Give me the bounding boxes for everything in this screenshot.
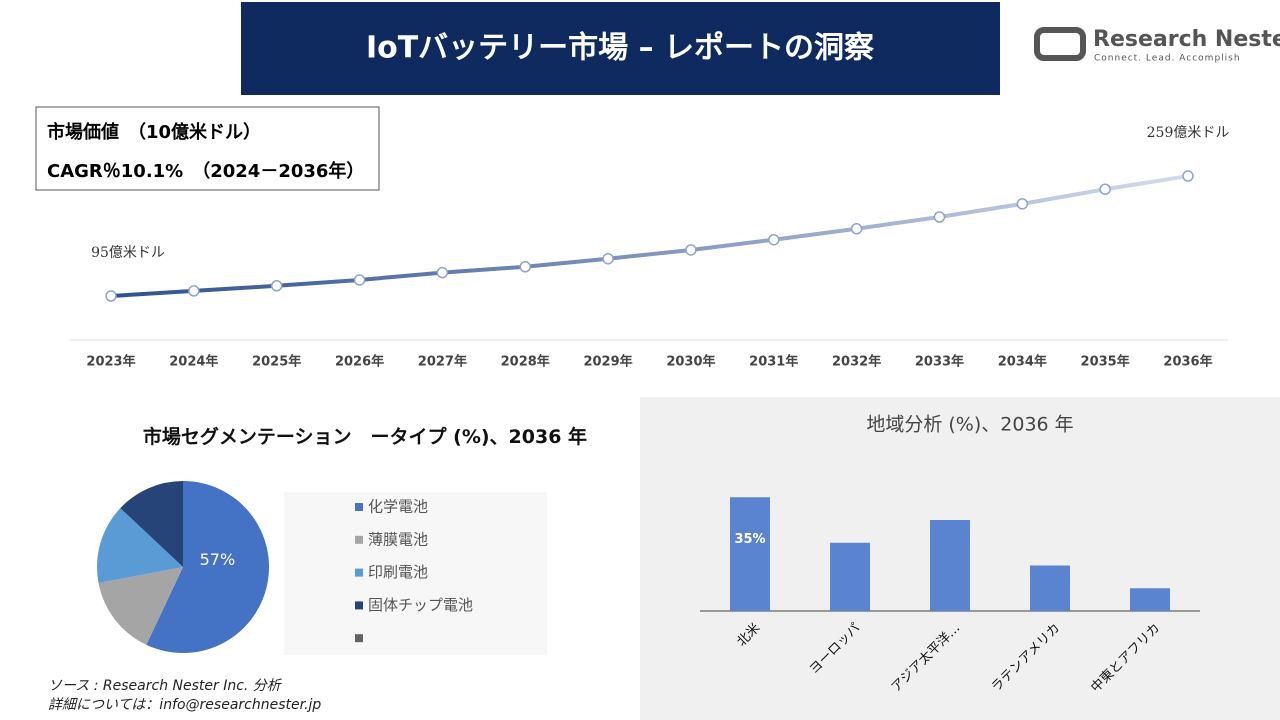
info-line: 市場価値 （10億米ドル） xyxy=(47,121,261,143)
point xyxy=(436,266,449,279)
point xyxy=(105,290,117,302)
legend-swatch xyxy=(355,503,363,511)
point xyxy=(933,211,946,223)
legend-label: 固体チップ電池 xyxy=(368,596,473,614)
bar xyxy=(830,542,870,611)
x-tick-label: 2032年 xyxy=(832,354,881,370)
point xyxy=(602,252,614,265)
x-tick-label: 2033年 xyxy=(915,354,964,370)
x-tick-label: 2023年 xyxy=(86,354,135,370)
x-tick-label: 2026年 xyxy=(335,354,384,370)
x-tick-label: 2030年 xyxy=(666,354,715,370)
value-label: 259億米ドル xyxy=(1147,125,1230,141)
bar-title: 地域分析 (%)、2036 年 xyxy=(866,414,1073,436)
logo-tagline: Connect. Lead. Accomplish xyxy=(1094,54,1241,64)
legend-swatch xyxy=(355,568,363,577)
logo-name: Research Nester xyxy=(1093,27,1280,52)
x-tick-label: 2035年 xyxy=(1081,354,1130,370)
legend-swatch xyxy=(355,535,363,544)
line xyxy=(110,174,1189,299)
legend-swatch xyxy=(355,634,363,643)
legend-label: 印刷電池 xyxy=(368,563,428,581)
point xyxy=(850,222,863,235)
x-tick-label: 2024年 xyxy=(169,354,218,370)
point xyxy=(768,233,780,246)
legend-label: 化学電池 xyxy=(368,498,428,516)
legend-label: 薄膜電池 xyxy=(368,530,428,548)
x-tick-label: 2031年 xyxy=(749,354,798,370)
point xyxy=(353,274,366,286)
source: 詳細については：info@researchnester.jp xyxy=(48,697,321,713)
point xyxy=(519,261,531,273)
pie-slice xyxy=(98,567,183,645)
x-tick-label: 2029年 xyxy=(583,354,632,370)
bar xyxy=(730,497,770,611)
point xyxy=(1182,170,1194,182)
pie-slice xyxy=(146,481,269,653)
x-tick-label: 2025年 xyxy=(252,354,301,370)
x-tick-label: 2028年 xyxy=(501,354,550,370)
point xyxy=(685,244,697,256)
point xyxy=(270,280,283,292)
bar xyxy=(1130,588,1170,611)
point xyxy=(1016,198,1029,210)
pie-slice xyxy=(97,508,183,584)
x-tick-label: 2034年 xyxy=(998,354,1047,370)
logo-icon xyxy=(1034,27,1086,61)
header-bar xyxy=(241,2,1000,95)
legend-swatch xyxy=(355,601,363,610)
header-title: IoTバッテリー市場 – レポートの洞察 xyxy=(366,31,875,66)
value-label: 95億米ドル xyxy=(91,245,165,261)
source: ソース : Research Nester Inc. 分析 xyxy=(48,678,283,694)
value-label: 57% xyxy=(200,550,236,569)
bar xyxy=(930,520,970,611)
point xyxy=(1099,183,1111,195)
value-label: 35% xyxy=(734,532,765,547)
pie-slice xyxy=(120,481,183,567)
info-box xyxy=(35,106,380,191)
x-tick-label: 2027年 xyxy=(418,354,467,370)
bar xyxy=(1030,565,1070,611)
point xyxy=(188,285,200,297)
x-tick-label: 2036年 xyxy=(1163,354,1212,370)
pie-title: 市場セグメンテーション ータイプ (%)、2036 年 xyxy=(142,426,588,448)
info-line: CAGR％10.1% （2024－2036年） xyxy=(47,160,364,182)
legend-box xyxy=(284,492,547,655)
